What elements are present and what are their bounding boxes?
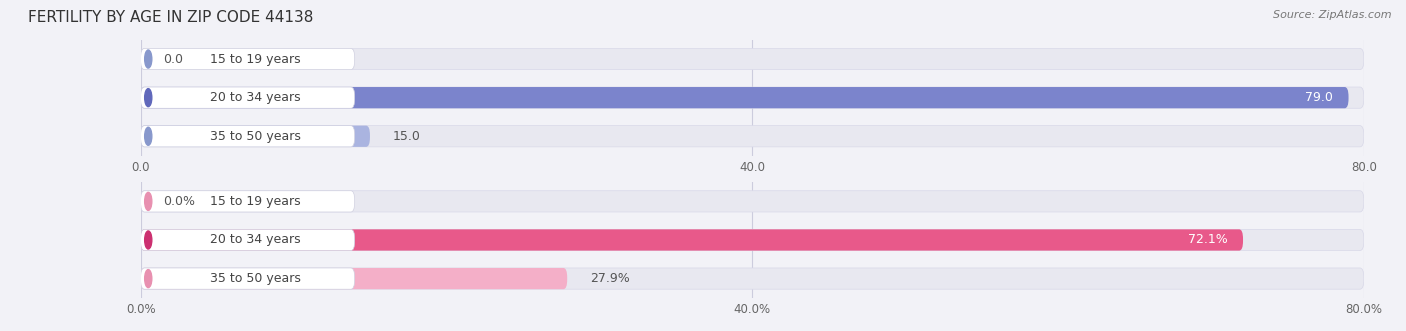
FancyBboxPatch shape (141, 191, 354, 212)
Circle shape (145, 127, 152, 145)
FancyBboxPatch shape (141, 87, 1348, 108)
Text: 15 to 19 years: 15 to 19 years (209, 195, 301, 208)
FancyBboxPatch shape (141, 87, 354, 108)
Circle shape (145, 50, 152, 68)
Circle shape (145, 231, 152, 249)
Text: 0.0: 0.0 (163, 53, 184, 66)
Text: 20 to 34 years: 20 to 34 years (209, 91, 301, 104)
FancyBboxPatch shape (141, 229, 1364, 251)
FancyBboxPatch shape (141, 48, 354, 70)
Circle shape (145, 89, 152, 107)
FancyBboxPatch shape (141, 191, 1364, 212)
Text: 72.1%: 72.1% (1188, 233, 1227, 247)
Text: 35 to 50 years: 35 to 50 years (209, 130, 301, 143)
FancyBboxPatch shape (141, 87, 1364, 108)
FancyBboxPatch shape (141, 48, 1364, 70)
Text: 35 to 50 years: 35 to 50 years (209, 272, 301, 285)
Circle shape (145, 269, 152, 288)
Circle shape (145, 192, 152, 211)
FancyBboxPatch shape (141, 268, 567, 289)
FancyBboxPatch shape (141, 126, 1364, 147)
FancyBboxPatch shape (141, 229, 1243, 251)
FancyBboxPatch shape (141, 229, 354, 251)
FancyBboxPatch shape (141, 268, 1364, 289)
FancyBboxPatch shape (141, 126, 354, 147)
Text: FERTILITY BY AGE IN ZIP CODE 44138: FERTILITY BY AGE IN ZIP CODE 44138 (28, 10, 314, 25)
Text: 27.9%: 27.9% (591, 272, 630, 285)
Text: 20 to 34 years: 20 to 34 years (209, 233, 301, 247)
Text: 79.0: 79.0 (1305, 91, 1333, 104)
FancyBboxPatch shape (141, 268, 354, 289)
FancyBboxPatch shape (141, 126, 370, 147)
Text: Source: ZipAtlas.com: Source: ZipAtlas.com (1274, 10, 1392, 20)
Text: 15.0: 15.0 (392, 130, 420, 143)
Text: 0.0%: 0.0% (163, 195, 195, 208)
Text: 15 to 19 years: 15 to 19 years (209, 53, 301, 66)
